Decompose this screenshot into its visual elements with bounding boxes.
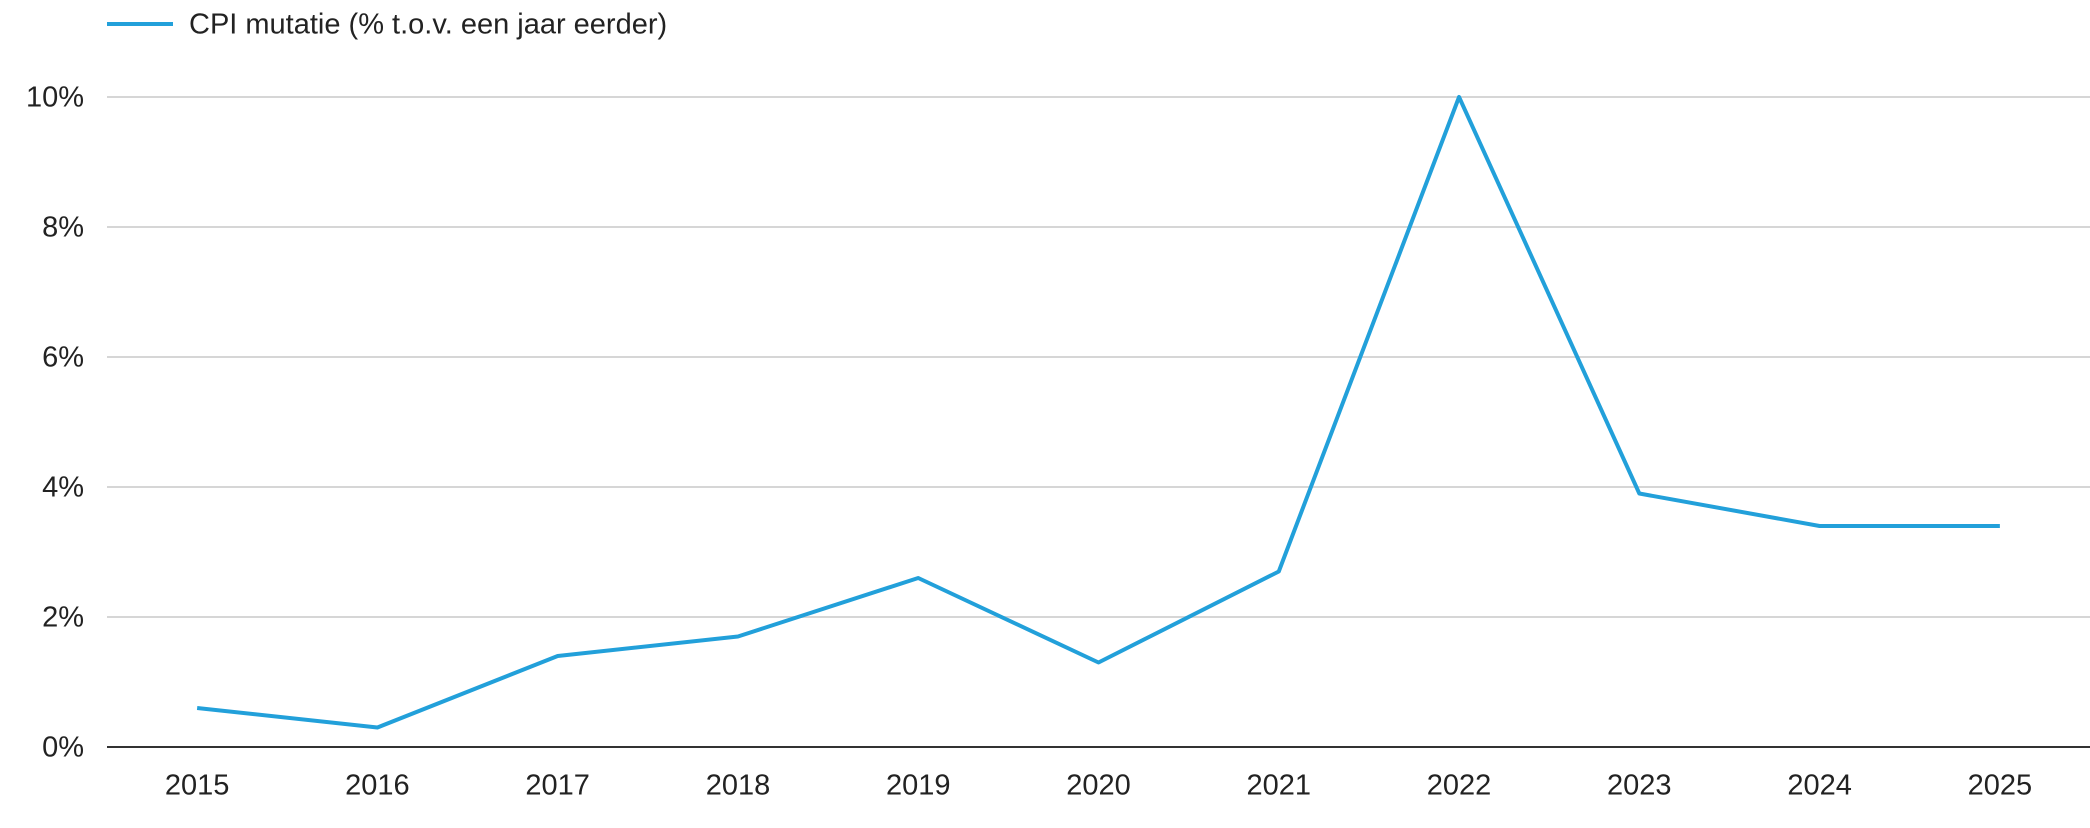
x-tick-label: 2025 bbox=[1968, 770, 2033, 802]
x-tick-label: 2018 bbox=[706, 770, 771, 802]
x-tick-label: 2020 bbox=[1066, 770, 1131, 802]
y-tick-label: 2% bbox=[42, 602, 84, 634]
data-line bbox=[196, 95, 2000, 730]
x-tick-label: 2017 bbox=[525, 770, 590, 802]
x-tick-label: 2016 bbox=[345, 770, 410, 802]
legend-label: CPI mutatie (% t.o.v. een jaar eerder) bbox=[189, 9, 667, 41]
x-tick-label: 2019 bbox=[886, 770, 951, 802]
y-tick-label: 4% bbox=[42, 472, 84, 504]
y-tick-label: 6% bbox=[42, 342, 84, 374]
x-tick-label: 2023 bbox=[1607, 770, 1672, 802]
y-tick-label: 0% bbox=[42, 732, 84, 764]
y-tick-label: 8% bbox=[42, 212, 84, 244]
y-tick-label: 10% bbox=[26, 82, 84, 114]
x-tick-label: 2021 bbox=[1247, 770, 1312, 802]
x-tick-label: 2015 bbox=[165, 770, 230, 802]
x-tick-label: 2022 bbox=[1427, 770, 1492, 802]
x-tick-label: 2024 bbox=[1787, 770, 1852, 802]
